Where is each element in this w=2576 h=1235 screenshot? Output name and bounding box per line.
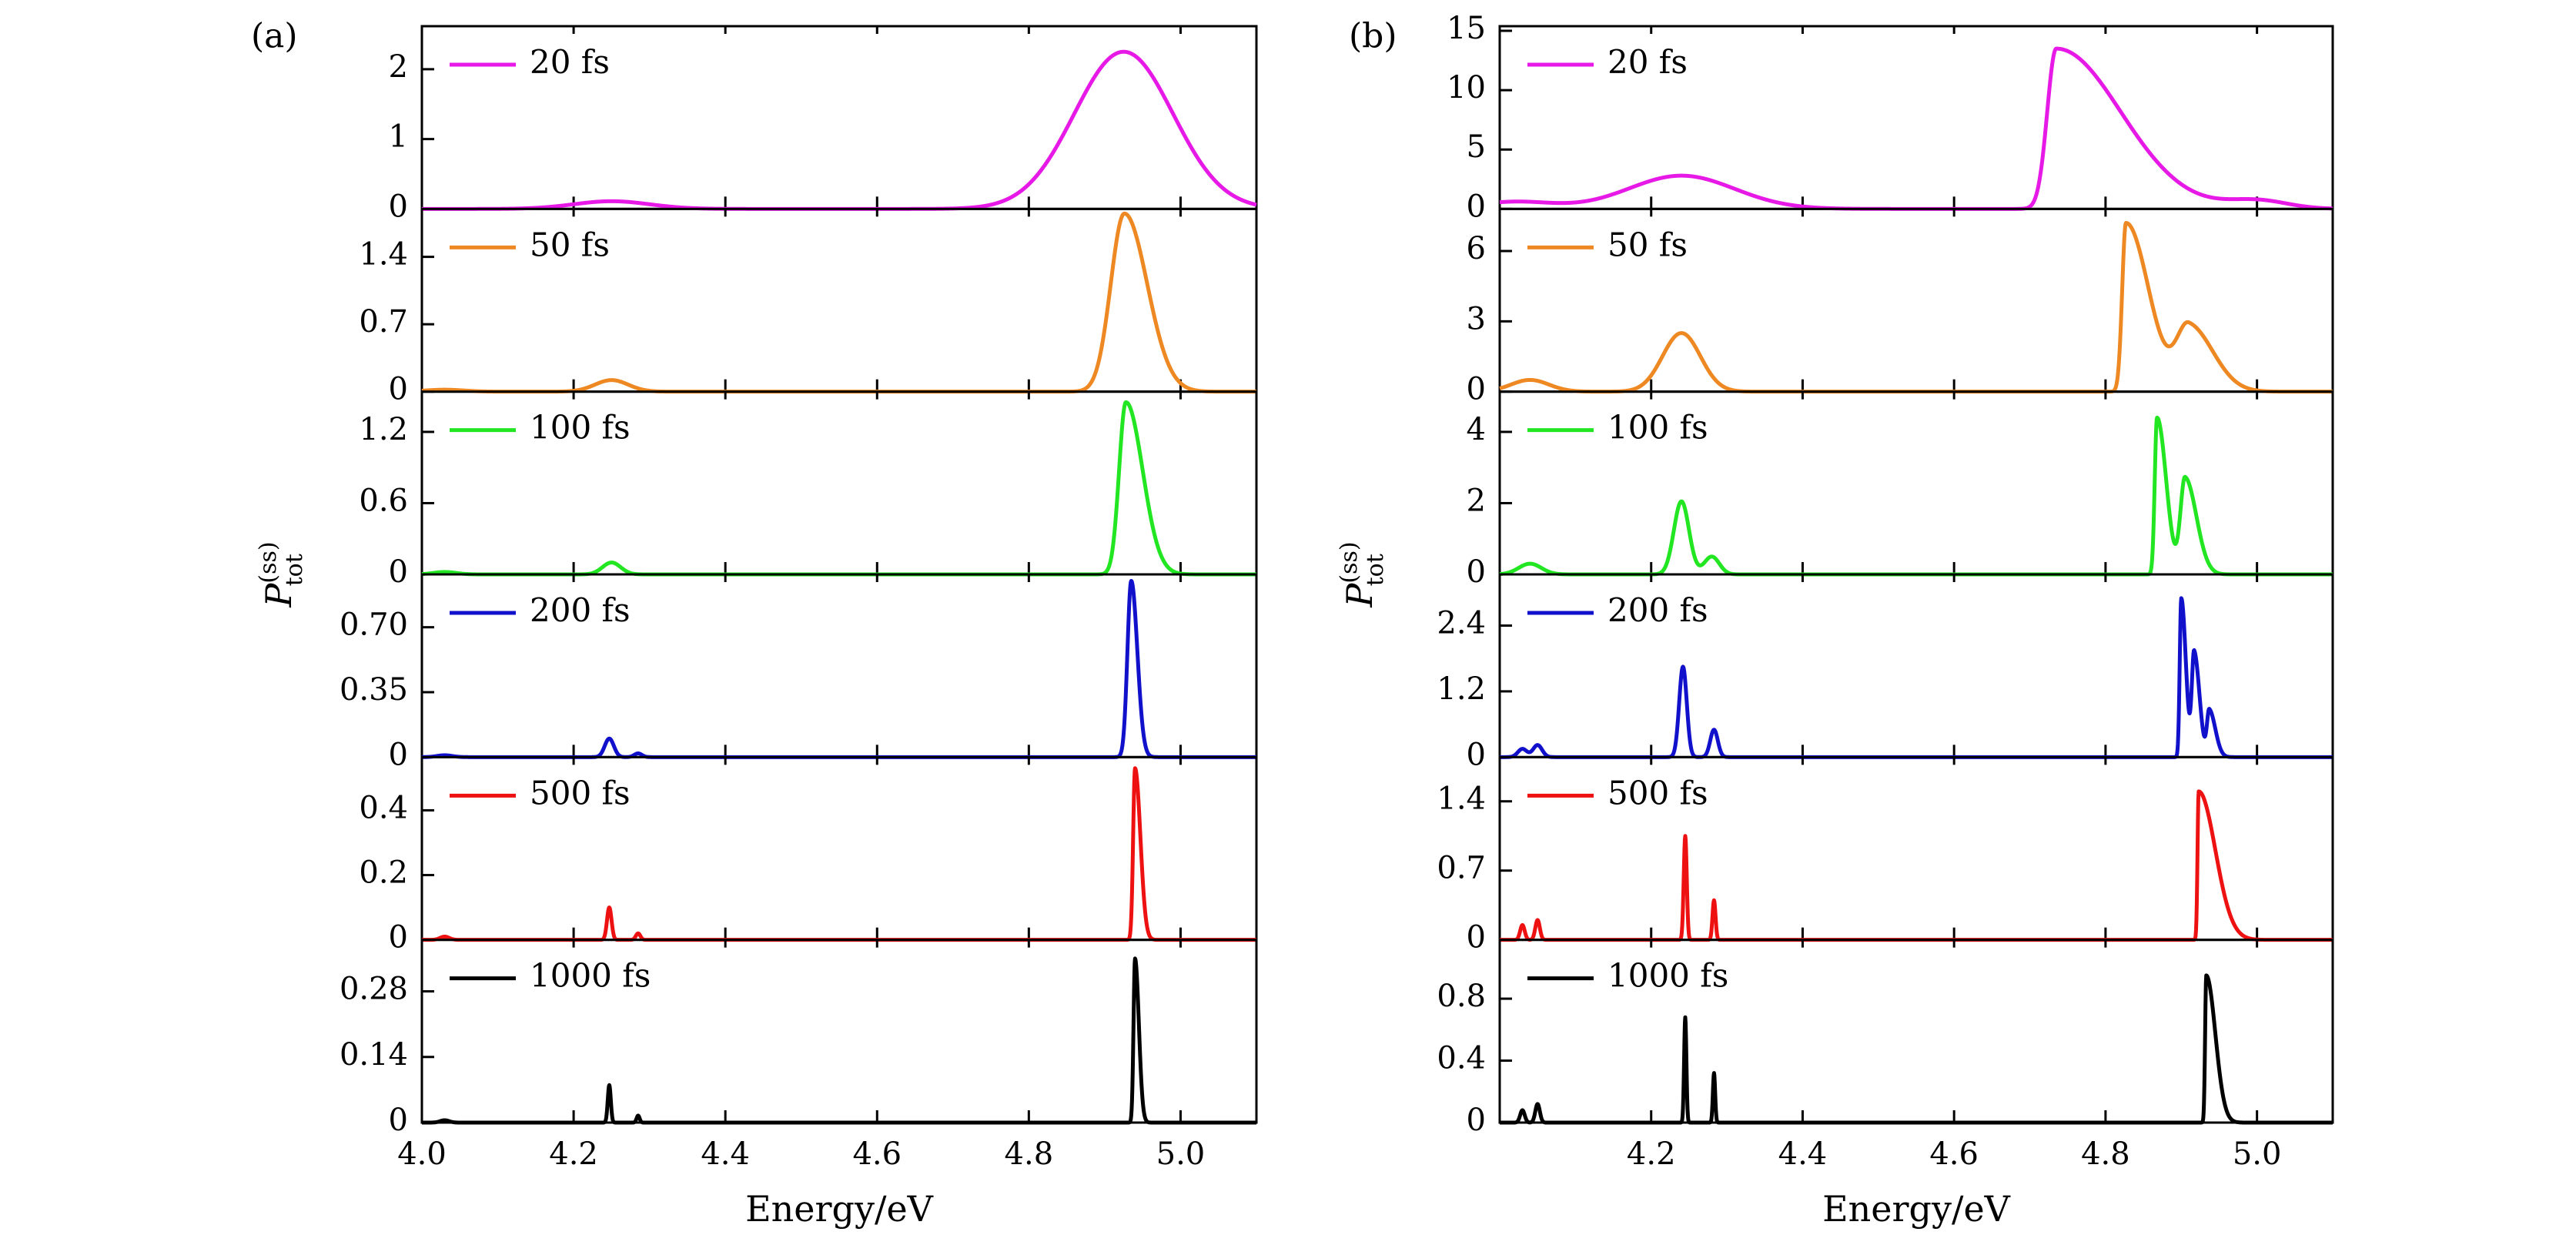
y-tick-label: 0.7 bbox=[359, 304, 408, 340]
y-tick-label: 0 bbox=[389, 372, 408, 407]
subplot-50-fs: 0 3 6 50 fs bbox=[1467, 207, 2335, 407]
y-tick-label: 1.2 bbox=[359, 412, 408, 447]
x-tick-label: 4.0 bbox=[397, 1136, 447, 1172]
y-tick-label: 2 bbox=[1467, 483, 1486, 518]
legend-label: 1000 fs bbox=[530, 957, 651, 995]
y-tick-label: 0.35 bbox=[340, 672, 408, 708]
subplot-20-fs: 0 1 2 20 fs bbox=[389, 25, 1259, 224]
y-tick-label: 2 bbox=[389, 49, 408, 85]
y-tick-label: 2.4 bbox=[1437, 606, 1486, 641]
legend-label: 500 fs bbox=[530, 774, 631, 812]
y-tick-label: 0 bbox=[1467, 372, 1486, 407]
legend-label: 20 fs bbox=[530, 43, 610, 81]
y-axis-title: P(ss)tot bbox=[1336, 541, 1389, 607]
legend-label: 100 fs bbox=[1607, 409, 1708, 447]
y-tick-label: 4 bbox=[1467, 412, 1486, 447]
chart-panel-a: (a) 0 1 2 20 fs 0 0.7 1.4 50 fs 0 0.6 1.2 100 fs 0 0.3… bbox=[251, 17, 1259, 1230]
y-tick-label: 0 bbox=[1467, 1103, 1486, 1138]
legend-label: 500 fs bbox=[1607, 774, 1708, 812]
y-tick-label: 0.6 bbox=[359, 483, 408, 518]
y-tick-label: 1 bbox=[389, 119, 408, 155]
subplot-100-fs: 0 0.6 1.2 100 fs bbox=[359, 390, 1259, 590]
x-tick-label: 4.6 bbox=[852, 1136, 902, 1172]
panel-label: (b) bbox=[1349, 17, 1397, 56]
y-tick-label: 0.8 bbox=[1437, 979, 1486, 1014]
y-tick-label: 3 bbox=[1467, 301, 1486, 336]
y-tick-label: 0.4 bbox=[1437, 1041, 1486, 1076]
x-tick-label: 4.4 bbox=[1778, 1136, 1828, 1172]
subplot-1000-fs: 0 0.14 0.28 1000 fs bbox=[340, 939, 1259, 1138]
legend-label: 20 fs bbox=[1607, 43, 1688, 81]
y-tick-label: 0 bbox=[389, 737, 408, 772]
y-tick-label: 0 bbox=[389, 554, 408, 590]
y-tick-label: 5 bbox=[1467, 129, 1486, 165]
y-tick-label: 0.7 bbox=[1437, 851, 1486, 886]
y-tick-label: 0.28 bbox=[340, 972, 408, 1007]
y-tick-label: 0.4 bbox=[359, 790, 408, 825]
x-tick-label: 5.0 bbox=[1156, 1136, 1206, 1172]
subplot-500-fs: 0 0.7 1.4 500 fs bbox=[1437, 755, 2335, 956]
x-axis-title: Energy/eV bbox=[1822, 1188, 2011, 1230]
y-tick-label: 1.4 bbox=[1437, 781, 1486, 817]
y-tick-label: 1.2 bbox=[1437, 671, 1486, 707]
y-axis-title: P(ss)tot bbox=[255, 541, 308, 607]
legend-label: 200 fs bbox=[1607, 591, 1708, 629]
x-tick-label: 4.2 bbox=[549, 1136, 598, 1172]
subplot-200-fs: 0 0.35 0.70 200 fs bbox=[340, 573, 1259, 772]
y-tick-label: 6 bbox=[1467, 231, 1486, 266]
legend-label: 50 fs bbox=[1607, 226, 1688, 263]
x-tick-label: 4.4 bbox=[701, 1136, 750, 1172]
subplot-50-fs: 0 0.7 1.4 50 fs bbox=[359, 207, 1259, 407]
y-tick-label: 10 bbox=[1447, 70, 1486, 105]
subplot-20-fs: 0 5 10 15 20 fs bbox=[1447, 11, 2335, 224]
y-tick-label: 15 bbox=[1447, 11, 1486, 46]
series-line-1000-fs bbox=[420, 956, 1259, 1125]
y-tick-label: 0.14 bbox=[340, 1037, 408, 1073]
legend-label: 1000 fs bbox=[1607, 957, 1728, 995]
x-tick-label: 4.6 bbox=[1929, 1136, 1979, 1172]
subplot-500-fs: 0 0.2 0.4 500 fs bbox=[359, 755, 1259, 956]
y-tick-label: 0 bbox=[1467, 737, 1486, 772]
y-tick-label: 0.70 bbox=[340, 607, 408, 643]
y-tick-label: 0 bbox=[389, 1103, 408, 1138]
y-tick-label: 0 bbox=[389, 920, 408, 956]
y-tick-label: 1.4 bbox=[359, 237, 408, 273]
legend-label: 100 fs bbox=[530, 409, 631, 447]
legend-label: 200 fs bbox=[530, 591, 631, 629]
y-tick-label: 0 bbox=[389, 189, 408, 224]
series-line-500-fs bbox=[1497, 789, 2335, 942]
x-tick-label: 4.2 bbox=[1627, 1136, 1676, 1172]
subplot-200-fs: 0 1.2 2.4 200 fs bbox=[1437, 573, 2335, 772]
y-tick-label: 0 bbox=[1467, 554, 1486, 590]
chart-panel-b: (b) 0 5 10 15 20 fs 0 3 6 50 fs 0 2 4 100 fs 0 1.2 2.4 20… bbox=[1336, 11, 2335, 1230]
y-tick-label: 0.2 bbox=[359, 855, 408, 891]
subplot-100-fs: 0 2 4 100 fs bbox=[1467, 390, 2335, 590]
y-tick-label: 0 bbox=[1467, 920, 1486, 956]
y-tick-label: 0 bbox=[1467, 189, 1486, 224]
x-tick-label: 5.0 bbox=[2233, 1136, 2282, 1172]
subplot-1000-fs: 0 0.4 0.8 1000 fs bbox=[1437, 939, 2335, 1138]
x-tick-label: 4.8 bbox=[1005, 1136, 1054, 1172]
series-line-1000-fs bbox=[1497, 973, 2335, 1125]
x-tick-label: 4.8 bbox=[2081, 1136, 2130, 1172]
x-axis-title: Energy/eV bbox=[745, 1188, 934, 1230]
legend-label: 50 fs bbox=[530, 226, 610, 263]
panel-label: (a) bbox=[251, 17, 298, 56]
